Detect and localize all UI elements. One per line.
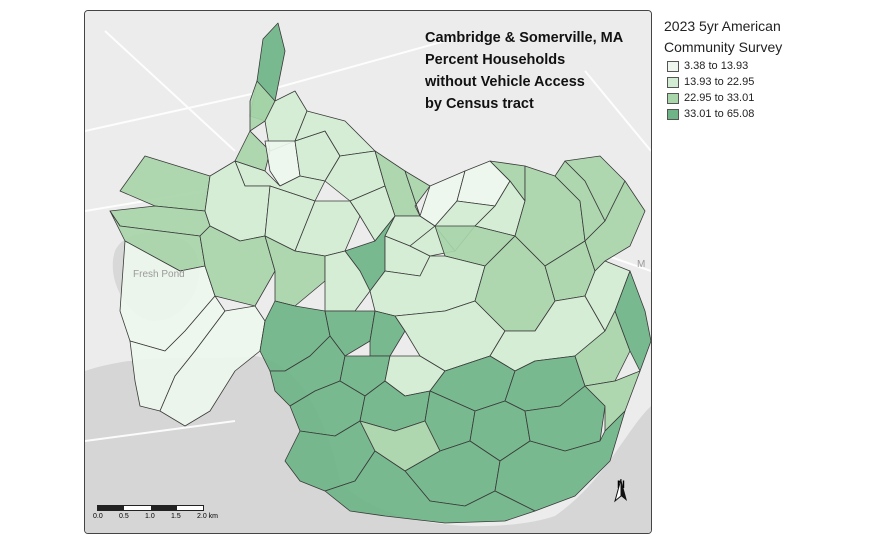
scale-labels: 0.0 0.5 1.0 1.5 2.0 km [93, 513, 227, 523]
map-canvas: Fresh Pond M [85, 11, 651, 533]
legend-title-line: 2023 5yr American [664, 18, 781, 34]
map-title: Cambridge & Somerville, MA Percent House… [425, 27, 623, 115]
legend-title-line: Community Survey [664, 39, 783, 55]
scale-label: 1.0 [145, 513, 155, 520]
legend-item: 13.93 to 22.95 [667, 74, 782, 90]
north-arrow: N [613, 479, 629, 503]
map-frame[interactable]: Fresh Pond M Cambridge & Somerville, MA … [84, 10, 652, 534]
basemap-edge-label: M [637, 259, 645, 270]
tract[interactable] [264, 235, 326, 307]
tract[interactable] [324, 250, 371, 312]
scale-bar: 0.0 0.5 1.0 1.5 2.0 km [93, 505, 227, 523]
tract[interactable] [324, 450, 536, 524]
map-title-line: by Census tract [425, 96, 534, 112]
legend: 2023 5yr American Community Survey 3.38 … [664, 16, 782, 122]
north-arrow-icon [614, 479, 627, 503]
tracts [109, 22, 651, 524]
tract[interactable] [584, 180, 646, 272]
fresh-pond-label: Fresh Pond [133, 269, 185, 280]
scale-label: 0.0 [93, 513, 103, 520]
legend-swatch [667, 92, 679, 104]
map-title-line: Percent Households [425, 52, 566, 68]
map-title-line: without Vehicle Access [425, 74, 585, 90]
legend-item: 3.38 to 13.93 [667, 58, 782, 74]
legend-label: 13.93 to 22.95 [684, 76, 755, 88]
legend-item: 33.01 to 65.08 [667, 106, 782, 122]
scale-bar-graphic [97, 505, 204, 511]
river-right [340, 406, 651, 533]
tract[interactable] [249, 80, 276, 132]
scale-label: 1.5 [171, 513, 181, 520]
legend-title: 2023 5yr American Community Survey [664, 16, 782, 58]
map-title-line: Cambridge & Somerville, MA [425, 30, 624, 46]
legend-swatch [667, 76, 679, 88]
scale-label: 2.0 km [197, 513, 219, 520]
legend-swatch [667, 108, 679, 120]
tract[interactable] [159, 305, 266, 427]
legend-label: 33.01 to 65.08 [684, 108, 755, 120]
legend-label: 22.95 to 33.01 [684, 92, 755, 104]
legend-item: 22.95 to 33.01 [667, 90, 782, 106]
scale-label: 0.5 [119, 513, 129, 520]
legend-label: 3.38 to 13.93 [684, 60, 749, 72]
legend-swatch [667, 60, 679, 72]
